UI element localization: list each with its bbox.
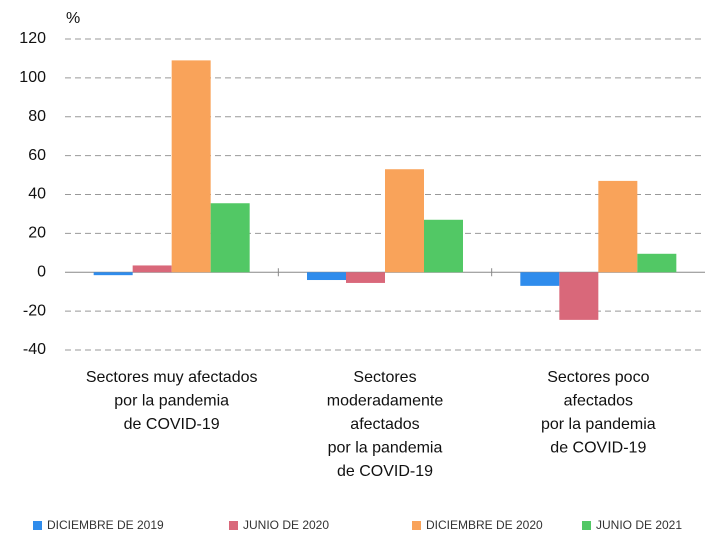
bar — [307, 272, 346, 281]
legend-label: JUNIO DE 2020 — [243, 518, 329, 532]
y-tick-label: 100 — [19, 69, 46, 86]
bar — [559, 272, 599, 320]
y-tick-label: 60 — [28, 147, 46, 164]
legend-label: DICIEMBRE DE 2020 — [426, 518, 543, 532]
bar — [171, 60, 211, 273]
x-tick-label: de COVID-19 — [337, 463, 433, 480]
bar — [424, 219, 463, 273]
x-tick-label: por la pandemia — [114, 393, 229, 410]
legend-swatch — [582, 521, 591, 530]
x-tick-label: afectados — [564, 393, 633, 410]
legend-swatch — [229, 521, 238, 530]
x-tick-label: de COVID-19 — [550, 440, 646, 457]
legend-swatch — [412, 521, 421, 530]
bar — [385, 169, 424, 273]
y-tick-label: 0 — [37, 263, 46, 280]
x-tick-label: Sectores — [353, 369, 416, 386]
bar — [637, 253, 677, 273]
y-tick-label: 20 — [28, 225, 46, 242]
x-tick-label: afectados — [350, 416, 419, 433]
y-tick-label: 120 — [19, 30, 46, 47]
x-tick-label: de COVID-19 — [124, 416, 220, 433]
x-tick-label: moderadamente — [327, 393, 444, 410]
y-tick-label: 80 — [28, 108, 46, 125]
y-tick-label: 40 — [28, 186, 46, 203]
x-tick-label: por la pandemia — [541, 416, 656, 433]
y-tick-label: -20 — [23, 302, 46, 319]
bar — [93, 272, 133, 276]
y-tick-label: -40 — [23, 341, 46, 358]
bar — [210, 203, 250, 273]
legend-label: DICIEMBRE DE 2019 — [47, 518, 164, 532]
legend-swatch — [33, 521, 42, 530]
y-axis-label: % — [66, 10, 80, 27]
x-tick-label: por la pandemia — [328, 440, 443, 457]
legend-label: JUNIO DE 2021 — [596, 518, 682, 532]
x-tick-label: Sectores muy afectados — [86, 369, 258, 386]
bar — [132, 265, 172, 273]
bar — [346, 272, 385, 283]
x-tick-label: Sectores poco — [547, 369, 649, 386]
bar — [520, 272, 560, 286]
bar — [598, 180, 638, 273]
